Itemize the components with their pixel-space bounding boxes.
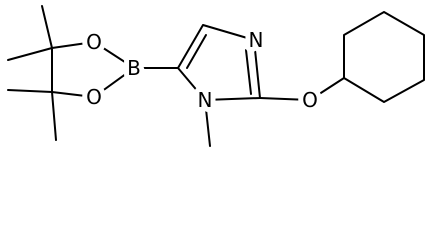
carbon-oxygen-bond: [259, 97, 311, 101]
atom-label: N: [198, 88, 213, 112]
double-bond: [245, 49, 252, 95]
bonds: [7, 5, 425, 147]
methyl-bond: [204, 99, 211, 147]
imidazole-ring: [177, 24, 261, 101]
cyclohexane-ring: [343, 11, 425, 103]
methyl-bond: [41, 5, 53, 49]
methyl-bond: [7, 47, 53, 61]
dioxaborolane-ring: [51, 41, 135, 98]
structure-diagram: O O B N N O: [7, 5, 425, 147]
atom-label: O: [302, 88, 318, 112]
methyl-bond: [7, 89, 53, 93]
atom-label: O: [86, 85, 102, 109]
atom-label: O: [86, 30, 102, 54]
oxygen-carbon-bond: [309, 77, 345, 101]
atom-label: B: [127, 56, 141, 80]
atom-label: N: [249, 28, 264, 52]
double-bond: [186, 34, 207, 69]
methyl-bond: [51, 91, 57, 141]
